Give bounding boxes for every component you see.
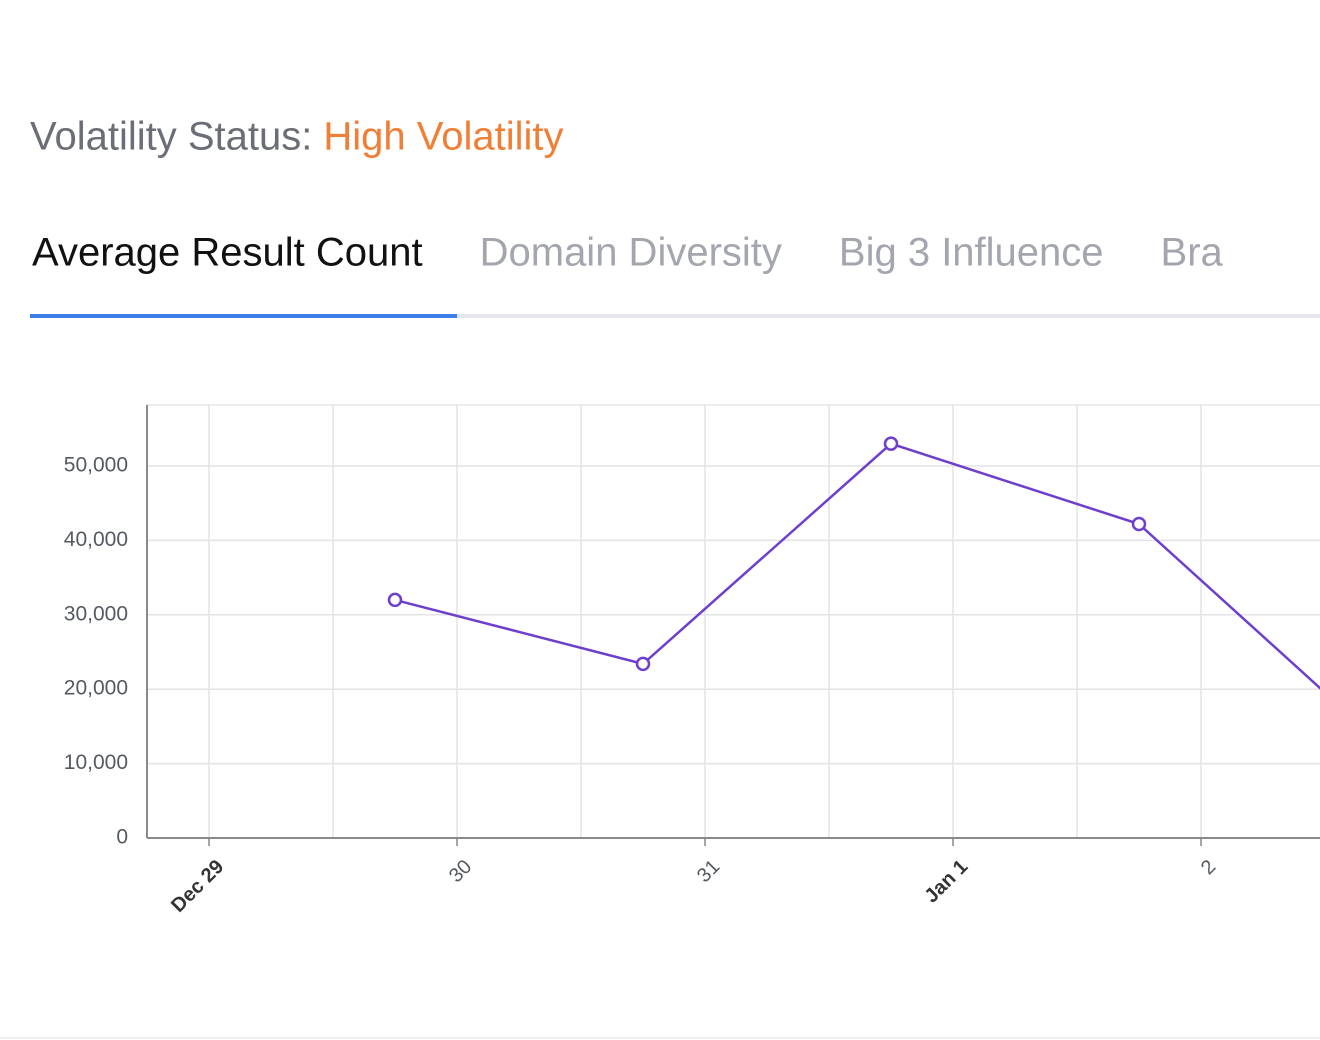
chart: 0 10,000 20,000 30,000 40,000 50,000 Dec 29 30 3… [64,404,1320,917]
series-line [394,442,1320,690]
status-value: High Volatility [323,115,563,159]
tab[interactable]: Domain Diversity [480,231,782,275]
tab-bar: Average Result Count Domain Diversity Big … [30,231,1224,318]
data-point [635,656,651,672]
tab[interactable]: Big 3 Influence [839,231,1104,275]
x-tick-label: 31 [693,856,724,887]
x-tick-label: Dec 29 [167,856,228,917]
x-tick-label: 2 [1197,856,1220,879]
tab[interactable]: Average Result Count [32,231,423,275]
y-tick-label: 0 [116,826,128,849]
y-tick-label: 20,000 [64,677,128,700]
y-tick-label: 40,000 [64,528,128,551]
status-label: Volatility Status: [30,115,312,159]
tab[interactable]: Bra [1161,231,1224,275]
y-tick-label: 30,000 [64,602,128,625]
data-point [387,592,403,608]
y-tick-label: 50,000 [64,454,128,477]
x-tick-label: Jan 1 [921,856,973,908]
data-point [883,436,899,451]
data-point [1131,516,1147,532]
x-tick-label: 30 [445,856,476,887]
y-tick-label: 10,000 [64,751,128,774]
